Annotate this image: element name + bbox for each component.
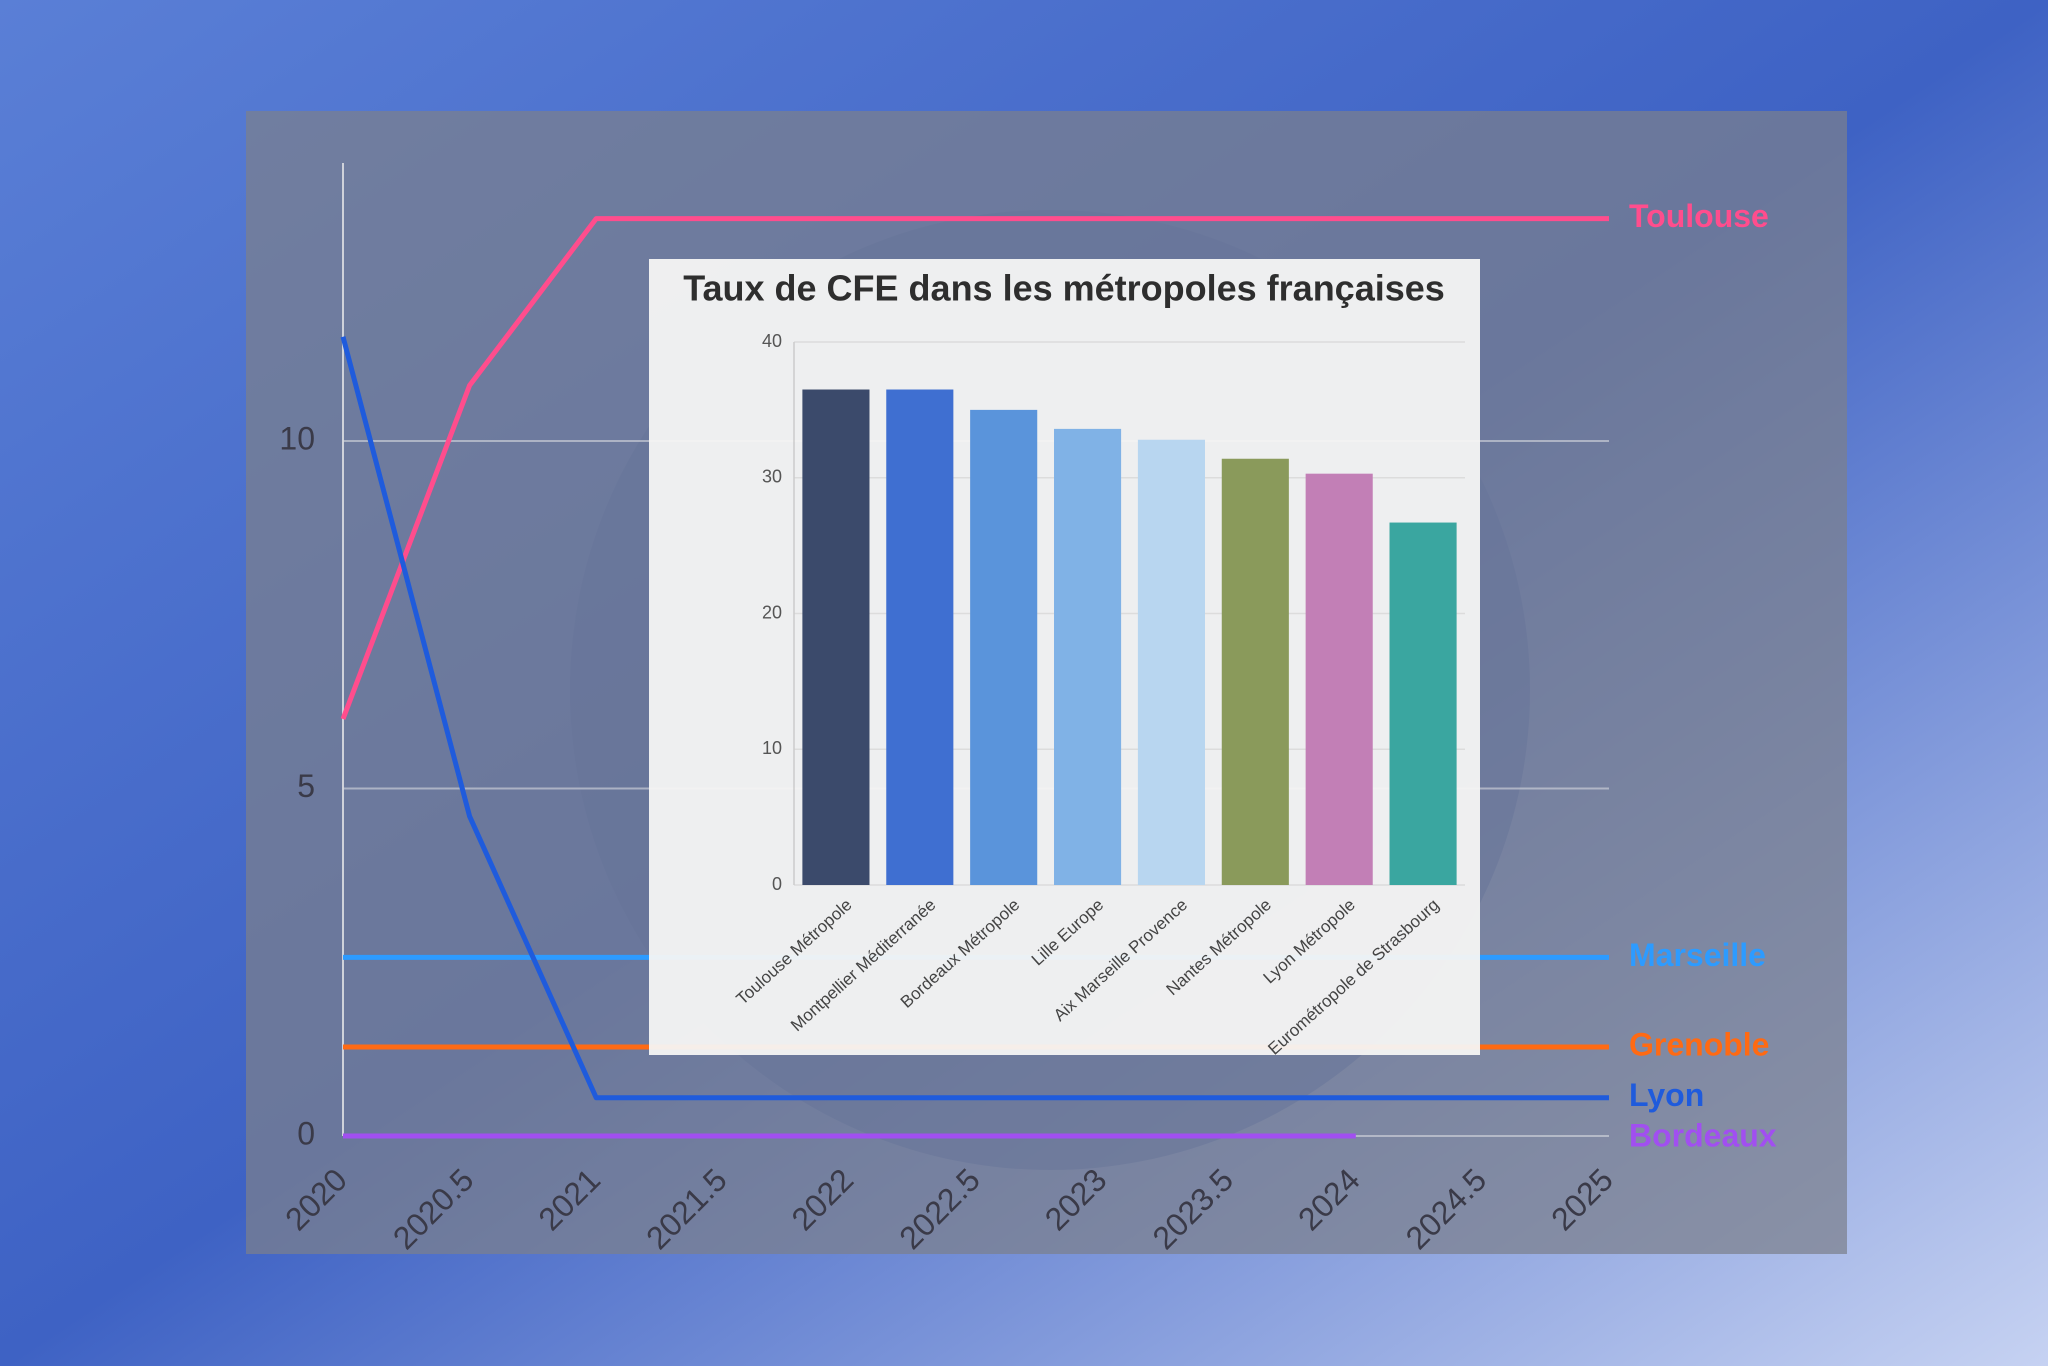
legend-label: Marseille bbox=[1629, 937, 1766, 973]
line bbox=[340, 336, 1609, 1101]
y-tick-label: 10 bbox=[762, 738, 782, 758]
y-tick-label: 10 bbox=[279, 420, 315, 456]
bar bbox=[1137, 439, 1205, 885]
bar bbox=[886, 389, 954, 885]
legend-label: Grenoble bbox=[1629, 1026, 1769, 1062]
chart-title: Taux de CFE dans les métropoles français… bbox=[683, 268, 1445, 309]
line bbox=[340, 216, 1609, 720]
y-tick-label: 0 bbox=[772, 874, 782, 894]
bar bbox=[970, 409, 1038, 885]
y-tick-label: 0 bbox=[297, 1115, 315, 1151]
bar bbox=[1221, 458, 1289, 885]
y-tick-label: 20 bbox=[762, 602, 782, 622]
bar bbox=[802, 389, 870, 885]
legend-label: Bordeaux bbox=[1629, 1117, 1777, 1153]
legend-label: Toulouse bbox=[1629, 198, 1769, 234]
bar bbox=[1389, 522, 1457, 885]
legend-label: Lyon bbox=[1629, 1077, 1704, 1113]
y-tick-label: 30 bbox=[762, 467, 782, 487]
bar bbox=[1054, 428, 1122, 885]
y-tick-label: 40 bbox=[762, 331, 782, 351]
y-tick-label: 5 bbox=[297, 768, 315, 804]
bar bbox=[1305, 473, 1373, 885]
